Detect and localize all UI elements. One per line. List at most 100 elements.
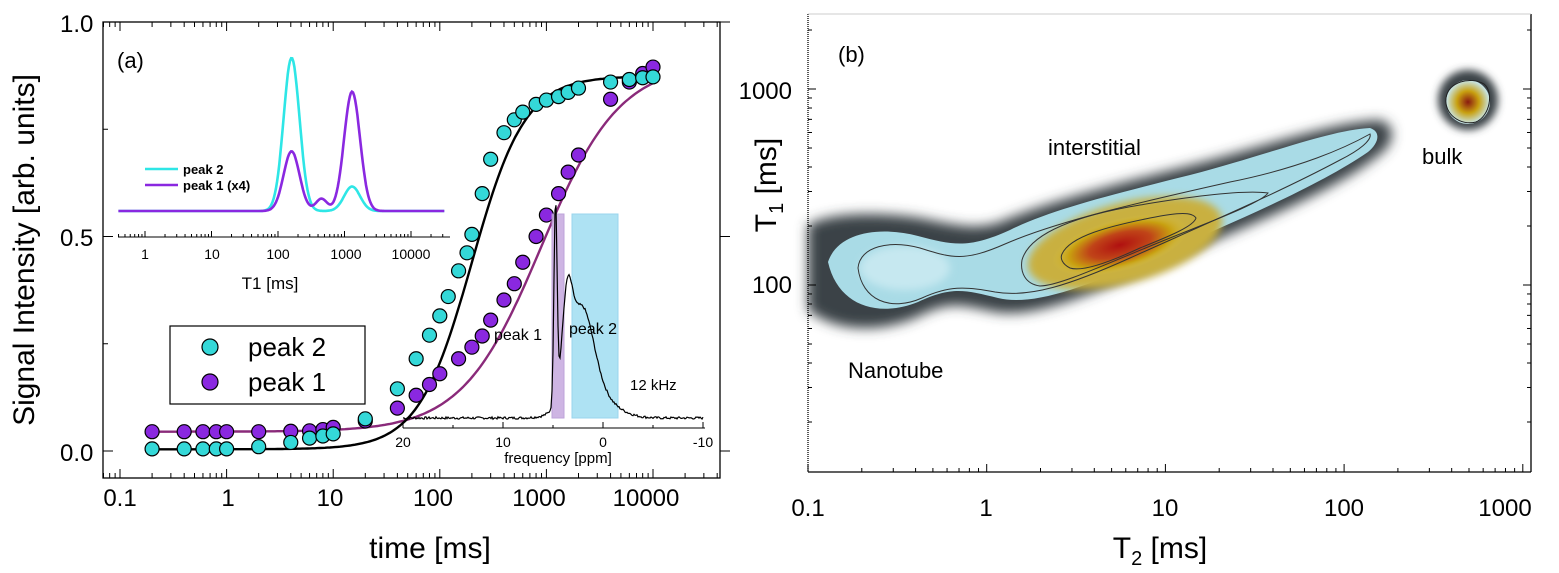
a-point-peak1 [602,91,619,107]
inset1-xlabel: T1 [ms] [242,274,299,293]
a-point-peak2 [408,351,424,367]
b-xtick-1000: 1000 [1478,495,1531,522]
a-point-peak1 [560,164,576,180]
b-xlabel-unit: [ms] [1142,532,1207,565]
spec-label-khz: 12 kHz [630,377,677,394]
b-label-bulk: bulk [1422,144,1463,169]
a-point-peak1 [528,228,544,245]
a-point-peak1 [144,424,160,440]
a-point-peak1 [496,292,512,308]
a-xtick-1: 1 [221,485,234,512]
inset1-legend-peak1: peak 1 (x4) [183,178,250,193]
b-ylabel-unit: [ms] [750,138,783,203]
a-point-peak2 [459,245,475,261]
a-point-peak2 [389,381,405,397]
a-point-peak1 [515,254,531,270]
spec-label-peak1: peak 1 [494,327,542,344]
a-panel-label: (a) [117,48,144,73]
a-data-points [144,59,661,457]
a-ytick-1.0: 1.0 [60,11,93,38]
a-legend-label-peak1: peak 1 [248,367,326,397]
a-point-peak1 [176,424,192,440]
inset1-xtick-10000: 10000 [392,246,431,262]
panel-a-ticks [102,21,730,478]
a-point-peak1 [389,400,405,416]
a-point-peak1 [432,366,448,382]
b-xlabel: T2 [ms] [1113,532,1207,570]
inset1-curve-peak1 [118,89,445,213]
b-label-nanotube: Nanotube [848,358,943,383]
heatmap-bulk-contour [1445,80,1491,124]
b-heatmap [808,70,1498,329]
a-point-peak1 [538,207,555,223]
a-point-peak1 [219,424,235,440]
a-point-peak2 [357,411,373,427]
a-point-peak1 [421,376,438,393]
a-point-peak1 [550,186,567,202]
spec-line [402,205,704,421]
a-point-peak2 [483,151,499,167]
spec-xtick--10: -10 [693,434,713,450]
panel-a-frame [102,21,721,479]
a-point-peak2 [176,441,192,457]
b-ytick-1000: 1000 [739,78,792,105]
b-xtick-10: 10 [1152,495,1179,522]
a-fit-peak1 [152,82,654,433]
heatmap-contour-outer [857,133,1371,305]
a-inset-t1-distribution: 1 10 100 1000 10000 T1 [ms] peak 2 peak … [118,56,450,293]
inset1-xtick-100: 100 [266,246,290,262]
spec-xtick-20: 20 [395,434,411,450]
a-xtick-0.1: 0.1 [103,485,136,512]
a-point-peak1 [464,339,480,355]
b-xlabel-sub: 2 [1131,548,1142,570]
a-legend-label-peak2: peak 2 [248,332,326,362]
b-ticks [807,29,1531,472]
a-point-peak2 [251,439,267,455]
a-point-peak2 [474,186,490,202]
a-point-peak2 [283,434,299,451]
a-point-peak2 [570,80,587,96]
a-legend-marker-peak1 [201,373,219,391]
heatmap-bulk-core [1446,80,1490,124]
b-xlabel-main: T [1113,532,1131,565]
inset1-ticks [118,231,444,237]
a-point-peak2 [325,426,341,442]
b-xtick-100: 100 [1324,495,1364,522]
a-legend-marker-peak2 [201,338,219,356]
a-point-peak2 [602,74,619,90]
b-ylabel-main: T [750,214,783,232]
a-point-peak1 [450,351,467,367]
b-ylabel: T1 [ms] [750,138,788,232]
spec-xlabel: frequency [ppm] [504,450,612,467]
spec-xtick-0: 0 [599,434,607,450]
b-xtick-1: 1 [979,495,992,522]
a-point-peak2 [432,308,448,324]
heatmap-contour-mid [1021,191,1269,287]
a-xtick-1000: 1000 [512,485,565,512]
b-xtick-0.1: 0.1 [791,495,824,522]
spec-label-peak2: peak 2 [569,321,617,338]
a-point-peak2 [195,441,211,457]
spec-ticks [402,422,704,428]
a-point-peak2 [450,263,467,279]
a-point-peak1 [408,387,424,403]
a-ytick-0.0: 0.0 [60,440,93,467]
a-xtick-10: 10 [317,485,344,512]
a-point-peak2 [301,430,318,446]
a-point-peak2 [645,69,661,85]
b-ytick-100: 100 [752,272,792,299]
inset1-xtick-10: 10 [204,246,220,262]
heatmap-hot-core [1052,214,1188,276]
a-point-peak1 [570,147,587,163]
inset1-xtick-1000: 1000 [330,246,361,262]
a-inset-spectrum: 20 10 0 -10 frequency [ppm] peak 1 peak … [395,205,713,467]
a-point-peak1 [195,424,211,440]
a-point-peak2 [421,327,438,343]
b-panel-label: (b) [838,42,865,67]
a-point-peak2 [464,226,480,242]
a-legend-box [169,325,366,405]
a-xtick-10000: 10000 [613,485,680,512]
a-point-peak2 [144,441,160,457]
a-point-peak2 [496,125,512,141]
